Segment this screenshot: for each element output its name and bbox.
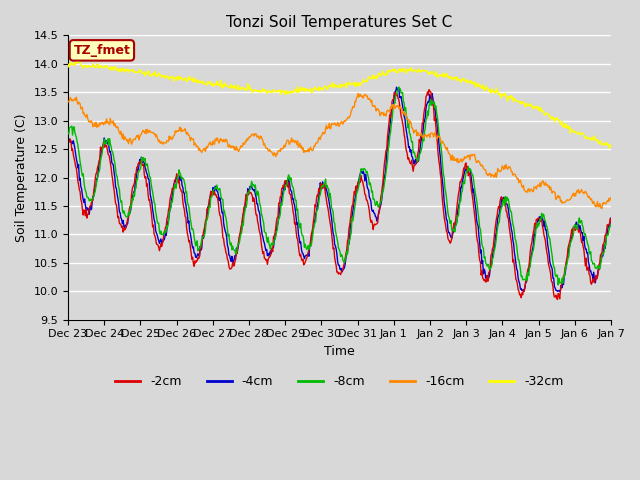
Text: TZ_fmet: TZ_fmet bbox=[74, 44, 131, 57]
Legend: -2cm, -4cm, -8cm, -16cm, -32cm: -2cm, -4cm, -8cm, -16cm, -32cm bbox=[110, 370, 569, 393]
Y-axis label: Soil Temperature (C): Soil Temperature (C) bbox=[15, 113, 28, 242]
Title: Tonzi Soil Temperatures Set C: Tonzi Soil Temperatures Set C bbox=[227, 15, 452, 30]
X-axis label: Time: Time bbox=[324, 345, 355, 358]
